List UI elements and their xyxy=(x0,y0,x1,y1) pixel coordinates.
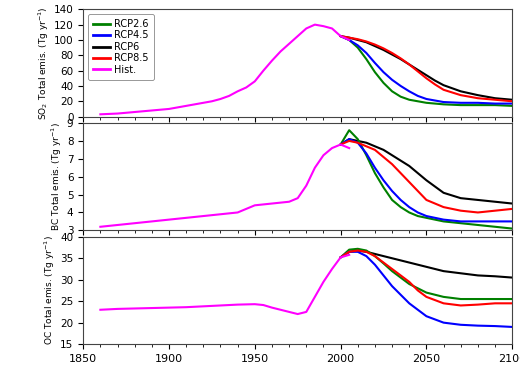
Y-axis label: SO$_2$ Total emis. (Tg yr$^{-1}$): SO$_2$ Total emis. (Tg yr$^{-1}$) xyxy=(36,6,51,120)
Y-axis label: BC Total emis. (Tg yr$^{-1}$): BC Total emis. (Tg yr$^{-1}$) xyxy=(50,122,64,231)
Legend: RCP2.6, RCP4.5, RCP6, RCP8.5, Hist.: RCP2.6, RCP4.5, RCP6, RCP8.5, Hist. xyxy=(88,14,154,80)
Y-axis label: OC Total emis. (Tg yr$^{-1}$): OC Total emis. (Tg yr$^{-1}$) xyxy=(43,235,57,345)
